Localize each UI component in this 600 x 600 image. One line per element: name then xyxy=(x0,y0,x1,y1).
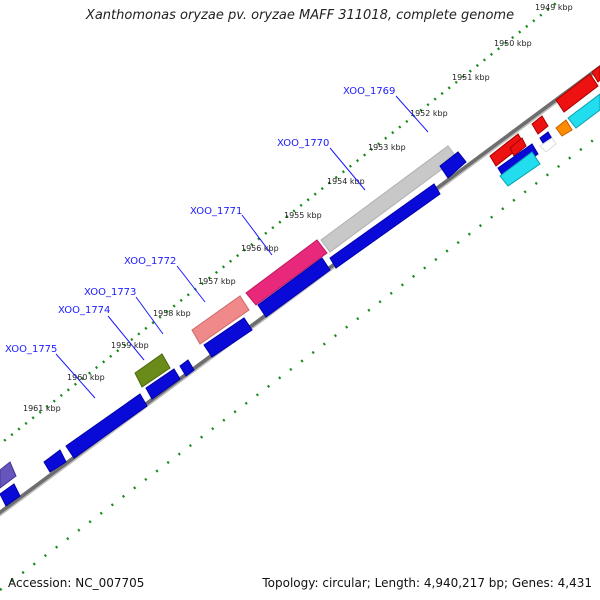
gene-label-xoo-1773[interactable]: XOO_1773 xyxy=(84,287,136,298)
gene-feature-xoo-1774[interactable] xyxy=(134,353,171,388)
gene-leader xyxy=(176,265,206,303)
gene-feature[interactable] xyxy=(257,257,331,318)
gene-label-xoo-1770[interactable]: XOO_1770 xyxy=(277,138,329,149)
gene-label-xoo-1769[interactable]: XOO_1769 xyxy=(343,86,395,97)
gene-label-xoo-1771[interactable]: XOO_1771 xyxy=(190,206,242,217)
scale-label: 1955 kbp xyxy=(284,211,322,220)
scale-label: 1959 kbp xyxy=(111,341,149,350)
scale-label: 1953 kbp xyxy=(368,143,406,152)
scale-label: 1950 kbp xyxy=(494,39,532,48)
scale-label: 1954 kbp xyxy=(327,177,365,186)
gene-feature-xoo-1771[interactable] xyxy=(245,239,328,306)
gene-feature[interactable] xyxy=(439,151,467,179)
gene-feature[interactable] xyxy=(145,368,181,400)
inner-scale-ring xyxy=(0,134,600,591)
scale-label: 1961 kbp xyxy=(23,404,61,413)
gene-feature-xoo-1772[interactable] xyxy=(191,295,250,345)
gene-feature[interactable] xyxy=(509,137,527,157)
gene-label-xoo-1772[interactable]: XOO_1772 xyxy=(124,256,176,267)
gene-label-xoo-1774[interactable]: XOO_1774 xyxy=(58,305,110,316)
gene-label-xoo-1775[interactable]: XOO_1775 xyxy=(5,344,57,355)
gene-feature[interactable] xyxy=(179,359,195,377)
genome-backbone-shadow xyxy=(0,69,600,517)
gene-feature[interactable] xyxy=(539,137,557,153)
inner-gene-track xyxy=(0,151,467,507)
gene-feature[interactable] xyxy=(531,115,549,135)
scale-label: 1951 kbp xyxy=(452,73,490,82)
scale-label: 1949 kbp xyxy=(535,3,573,12)
gene-leader xyxy=(241,214,273,256)
gene-feature[interactable] xyxy=(329,183,441,269)
gene-leader xyxy=(329,147,366,191)
outer-scale-ring xyxy=(0,0,561,446)
gene-feature[interactable] xyxy=(203,317,253,358)
gene-feature[interactable] xyxy=(0,483,21,507)
gene-feature[interactable] xyxy=(65,393,148,459)
gene-feature[interactable] xyxy=(43,449,67,473)
distant-gene-features xyxy=(489,65,600,187)
genome-title: Xanthomonas oryzae pv. oryzae MAFF 31101… xyxy=(85,8,515,23)
accession-text: Accession: NC_007705 xyxy=(8,576,145,590)
gene-feature[interactable] xyxy=(555,73,599,113)
genome-summary-text: Topology: circular; Length: 4,940,217 bp… xyxy=(262,576,592,590)
gene-leader xyxy=(135,296,164,335)
gene-leader xyxy=(107,315,145,361)
scale-label: 1960 kbp xyxy=(67,373,105,382)
scale-label: 1952 kbp xyxy=(410,109,448,118)
scale-label: 1957 kbp xyxy=(198,277,236,286)
scale-label: 1956 kbp xyxy=(241,244,279,253)
gene-leader xyxy=(55,353,96,399)
outer-gene-track xyxy=(0,145,458,489)
scale-label: 1958 kbp xyxy=(153,309,191,318)
gene-feature[interactable] xyxy=(555,119,573,137)
gene-feature-xoo-1775[interactable] xyxy=(0,461,17,489)
gene-feature[interactable] xyxy=(567,93,600,129)
gene-feature[interactable] xyxy=(591,65,600,83)
gene-leader xyxy=(395,95,429,133)
gene-feature[interactable] xyxy=(499,151,541,187)
